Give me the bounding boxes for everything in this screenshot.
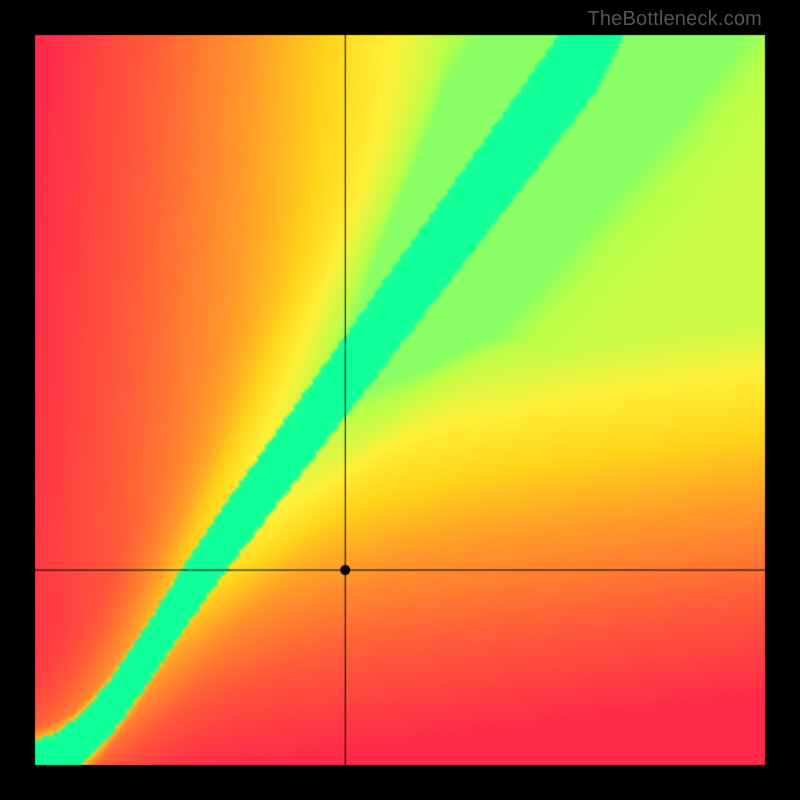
chart-container: TheBottleneck.com <box>0 0 800 800</box>
watermark-text: TheBottleneck.com <box>587 8 762 31</box>
heatmap-canvas <box>0 0 800 800</box>
